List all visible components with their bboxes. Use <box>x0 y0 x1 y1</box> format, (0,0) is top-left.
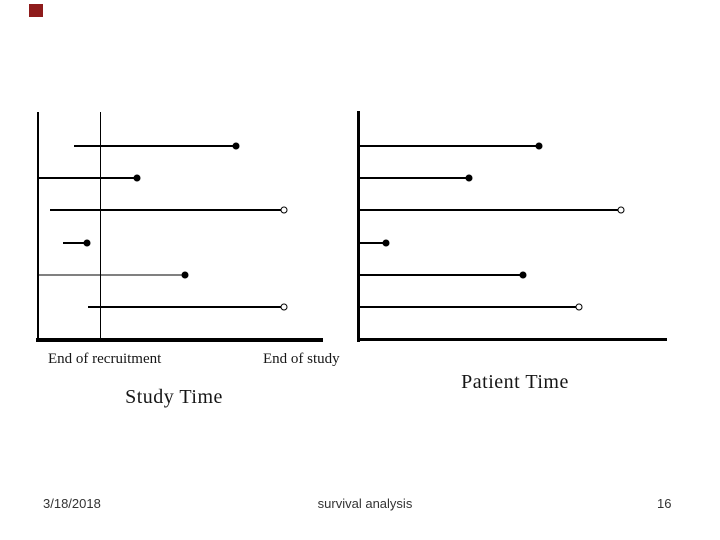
filled-dot-marker <box>133 174 141 182</box>
filled-dot-marker <box>535 142 543 150</box>
chart-caption: Patient Time <box>461 371 569 393</box>
subject-line <box>358 242 386 244</box>
open-circle-marker <box>575 303 583 311</box>
x-axis <box>357 338 667 341</box>
x-axis <box>36 338 323 342</box>
subject-line <box>358 177 469 179</box>
subject-line <box>358 145 539 147</box>
y-axis <box>357 111 360 342</box>
open-circle-marker <box>280 303 288 311</box>
filled-dot-marker <box>382 239 390 247</box>
end-of-recruitment-line <box>100 112 101 342</box>
subject-line <box>358 274 523 276</box>
subject-line <box>37 177 137 179</box>
subject-line <box>63 242 87 244</box>
footer-date: 3/18/2018 <box>43 496 101 511</box>
open-circle-marker <box>617 206 625 214</box>
filled-dot-marker <box>83 239 91 247</box>
filled-dot-marker <box>519 271 527 279</box>
subject-line <box>358 306 579 308</box>
axis-annotation: End of recruitment <box>48 351 162 367</box>
subject-line <box>37 274 185 276</box>
filled-dot-marker <box>465 174 473 182</box>
subject-line <box>50 209 284 211</box>
open-circle-marker <box>280 206 288 214</box>
y-axis <box>37 112 39 342</box>
subject-line <box>88 306 284 308</box>
footer-title: survival analysis <box>317 496 413 511</box>
filled-dot-marker <box>232 142 240 150</box>
subject-line <box>358 209 621 211</box>
chart-caption: Study Time <box>125 386 223 408</box>
slide-decoration-block <box>29 4 43 17</box>
filled-dot-marker <box>181 271 189 279</box>
footer-page-number: 16 <box>657 496 672 511</box>
subject-line <box>74 145 236 147</box>
axis-annotation: End of study <box>263 351 340 367</box>
